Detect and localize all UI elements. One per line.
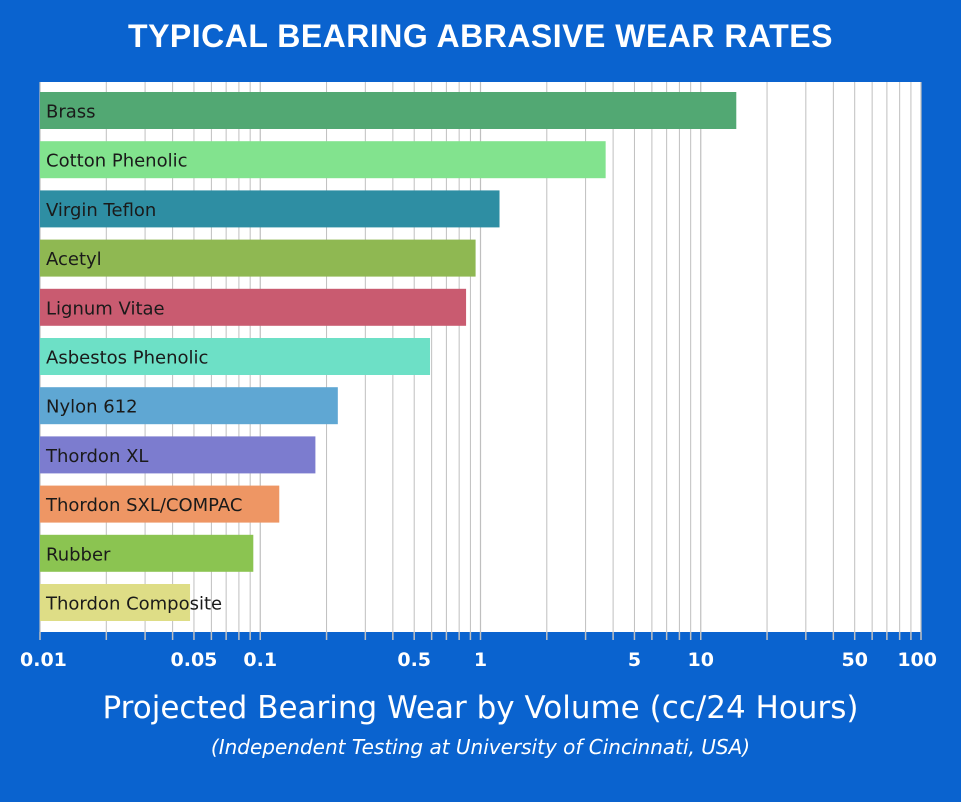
bar-label: Thordon XL: [45, 446, 148, 467]
bar-nylon-612: [40, 387, 338, 425]
chart-title: TYPICAL BEARING ABRASIVE WEAR RATES: [128, 18, 833, 54]
bar-label: Thordon SXL/COMPAC: [45, 495, 242, 516]
bar-rubber: [40, 534, 254, 572]
bar-label: Acetyl: [46, 249, 102, 270]
x-tick-label: 10: [688, 649, 714, 671]
x-tick-label: 0.01: [20, 649, 67, 671]
bar-brass: [40, 92, 737, 129]
bar-thordon-composite: [40, 584, 191, 621]
bar-label: Virgin Teflon: [46, 200, 156, 221]
bar-thordon-sxl-compac: [40, 485, 280, 523]
x-tick-label: 0.1: [243, 649, 277, 671]
bar-label: Nylon 612: [46, 397, 138, 418]
x-tick-label: 100: [897, 649, 937, 671]
bar-asbestos-phenolic: [40, 338, 431, 375]
bar-label: Cotton Phenolic: [46, 151, 188, 172]
bar-label: Thordon Composite: [45, 594, 222, 615]
bar-label: Lignum Vitae: [46, 298, 165, 319]
x-tick-label: 50: [841, 649, 867, 671]
bar-label: Brass: [46, 102, 96, 123]
bar-acetyl: [40, 239, 476, 277]
x-tick-label: 1: [474, 649, 487, 671]
bar-label: Rubber: [46, 544, 111, 565]
x-tick-label: 0.05: [171, 649, 218, 671]
x-axis-label: Projected Bearing Wear by Volume (cc/24 …: [102, 690, 859, 726]
bar-virgin-teflon: [40, 190, 500, 228]
bar-cotton-phenolic: [40, 141, 606, 179]
x-tick-label: 0.5: [397, 649, 431, 671]
bar-label: Asbestos Phenolic: [46, 348, 208, 369]
chart-subtitle: (Independent Testing at University of Ci…: [210, 735, 751, 759]
x-tick-label: 5: [628, 649, 641, 671]
bar-lignum-vitae: [40, 288, 467, 326]
bar-thordon-xl: [40, 436, 316, 474]
